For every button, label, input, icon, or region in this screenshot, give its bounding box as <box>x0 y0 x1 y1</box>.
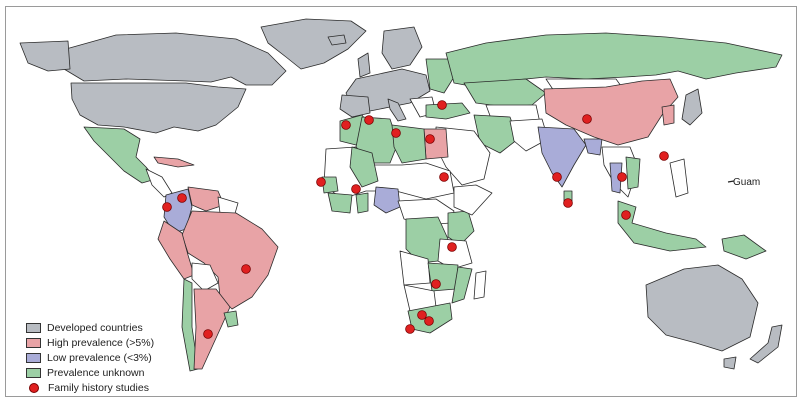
country-mozambique <box>451 266 473 304</box>
country-korea <box>661 104 675 126</box>
country-eastern-europe <box>425 58 455 94</box>
country-brazil <box>181 210 279 310</box>
legend-item-family-history: Family history studies <box>26 380 154 395</box>
country-greenland <box>260 18 367 70</box>
study-dot <box>351 184 361 194</box>
legend-swatch-low-prevalence <box>26 352 41 363</box>
country-usa <box>70 82 247 134</box>
legend-swatch-prevalence-unknown <box>26 367 41 378</box>
legend-item-high-prevalence: High prevalence (>5%) <box>26 335 154 350</box>
study-dot <box>241 264 251 274</box>
study-dot <box>563 198 573 208</box>
guam-label: Guam <box>733 177 761 188</box>
study-dot <box>447 242 457 252</box>
country-china <box>543 78 679 146</box>
country-bangladesh <box>583 138 603 156</box>
country-scandinavia <box>381 26 423 70</box>
study-dot <box>437 100 447 110</box>
country-senegal <box>321 176 339 194</box>
study-dot <box>364 115 374 125</box>
country-mali-sahara <box>349 146 379 188</box>
country-egypt <box>423 128 449 160</box>
study-dot <box>341 120 351 130</box>
family-history-dots <box>162 100 669 339</box>
legend-item-low-prevalence: Low prevalence (<3%) <box>26 350 154 365</box>
study-dot <box>417 310 427 320</box>
study-dot <box>177 193 187 203</box>
country-thailand <box>609 162 623 194</box>
study-dot <box>425 134 435 144</box>
study-dot <box>552 172 562 182</box>
legend-label: Low prevalence (<3%) <box>47 351 152 364</box>
study-dot <box>621 210 631 220</box>
country-peru <box>157 220 195 280</box>
country-italy <box>387 98 407 122</box>
country-cuba <box>153 156 195 168</box>
legend-swatch-developed <box>26 322 41 333</box>
country-nigeria <box>373 186 401 214</box>
legend-label: Developed countries <box>47 321 143 334</box>
country-alaska <box>19 40 71 72</box>
country-australia <box>645 264 759 352</box>
study-dot <box>424 316 434 326</box>
study-dot <box>659 151 669 161</box>
legend-item-developed: Developed countries <box>26 320 154 335</box>
country-madagascar <box>473 270 487 300</box>
country-central-america <box>145 168 173 198</box>
world-map <box>19 18 783 372</box>
country-horn-of-africa <box>453 184 493 216</box>
map-legend: Developed countries High prevalence (>5%… <box>26 320 154 395</box>
study-dot <box>431 279 441 289</box>
legend-item-prevalence-unknown: Prevalence unknown <box>26 365 154 380</box>
legend-label: Family history studies <box>48 381 149 394</box>
country-mexico <box>83 126 157 184</box>
country-papua-new-guinea <box>721 234 767 260</box>
study-dot <box>617 172 627 182</box>
legend-label: High prevalence (>5%) <box>47 336 155 349</box>
country-iceland <box>327 34 347 46</box>
study-dot <box>405 324 415 334</box>
country-uk <box>357 52 371 78</box>
country-malaysia-indonesia <box>617 200 707 252</box>
country-argentina <box>193 288 231 370</box>
legend-label: Prevalence unknown <box>47 366 145 379</box>
country-iberia <box>339 94 371 118</box>
study-dot <box>582 114 592 124</box>
country-west-africa <box>327 192 353 214</box>
country-japan <box>681 88 703 126</box>
country-philippines <box>669 158 689 198</box>
country-venezuela <box>187 186 225 212</box>
study-dot <box>391 128 401 138</box>
legend-dot-icon <box>29 382 39 393</box>
study-dot <box>439 172 449 182</box>
study-dot <box>162 202 172 212</box>
country-new-zealand <box>749 324 783 364</box>
country-vietnam <box>625 156 641 190</box>
country-canada <box>63 32 287 86</box>
country-bolivia <box>191 262 219 292</box>
country-angola <box>399 250 431 286</box>
study-dot <box>316 177 326 187</box>
guam-island-icon <box>727 180 735 183</box>
country-tasmania <box>723 356 737 370</box>
country-uruguay <box>223 310 239 328</box>
study-dot <box>203 329 213 339</box>
map-frame: Guam Developed countries High prevalence… <box>5 6 797 397</box>
country-tanzania <box>437 238 473 270</box>
country-turkey <box>425 102 471 120</box>
country-ghana <box>355 192 369 214</box>
country-kazakhstan <box>463 78 547 108</box>
country-india <box>537 126 587 188</box>
legend-swatch-high-prevalence <box>26 337 41 348</box>
